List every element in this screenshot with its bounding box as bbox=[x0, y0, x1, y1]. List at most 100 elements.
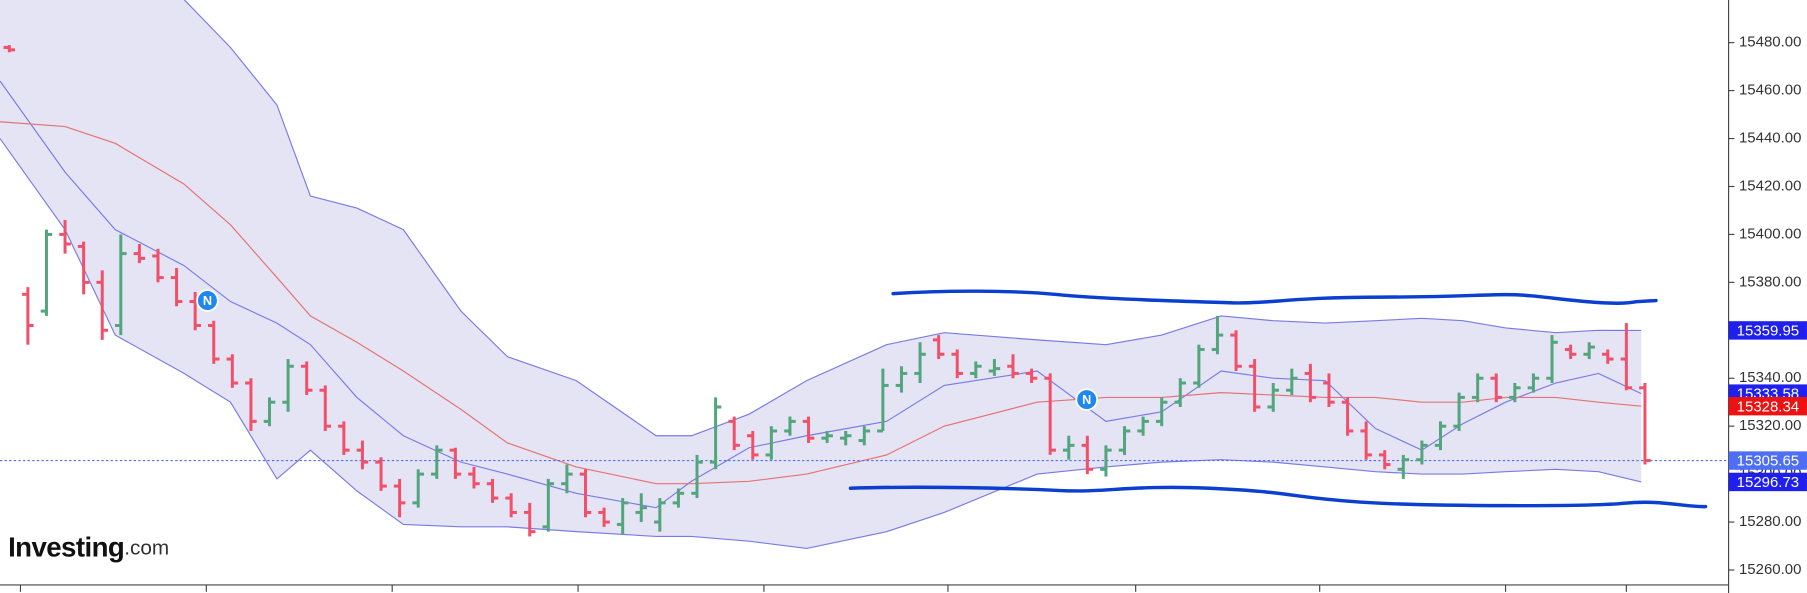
band-fill bbox=[0, 0, 1642, 549]
ohlc-bar bbox=[802, 416, 815, 443]
ohlc-bar bbox=[858, 426, 871, 446]
ohlc-bar bbox=[393, 478, 406, 518]
band-line bbox=[183, 0, 1642, 437]
ohlc-bar bbox=[1490, 373, 1503, 403]
ohlc-bar bbox=[40, 229, 53, 316]
y-tick-label: 15460.00 bbox=[1739, 82, 1801, 99]
ohlc-bar bbox=[1602, 349, 1614, 364]
ohlc-bar bbox=[1193, 344, 1205, 388]
price-label-box bbox=[1728, 451, 1807, 470]
ohlc-bar bbox=[654, 498, 666, 532]
ohlc-bar bbox=[207, 320, 220, 364]
ohlc-bar bbox=[133, 244, 146, 264]
ohlc-bar bbox=[747, 430, 759, 460]
y-tick-label: 15340.00 bbox=[1739, 369, 1801, 386]
ohlc-bar bbox=[59, 220, 71, 254]
ohlc-bar bbox=[598, 507, 610, 527]
ohlc-bar bbox=[449, 447, 462, 479]
ohlc-bar bbox=[170, 267, 183, 307]
ohlc-bar bbox=[1360, 421, 1372, 460]
ohlc-bar bbox=[96, 270, 108, 340]
axes: 15260.0015280.0015300.0015320.0015340.00… bbox=[19, 34, 1807, 592]
ohlc-bar bbox=[1155, 397, 1168, 427]
ohlc-bar bbox=[189, 291, 201, 331]
ohlc-bar bbox=[356, 440, 369, 470]
ohlc-bar bbox=[1564, 344, 1577, 360]
ohlc-bar bbox=[1583, 342, 1595, 360]
price-label: 15305.65 bbox=[1737, 453, 1799, 470]
ohlc-bar bbox=[375, 457, 387, 491]
y-tick-label: 15320.00 bbox=[1739, 417, 1801, 434]
ohlc-bar bbox=[932, 335, 945, 360]
ohlc-bar bbox=[1434, 421, 1447, 451]
ohlc-bar bbox=[115, 234, 127, 336]
band-line bbox=[0, 138, 1642, 549]
ohlc-bar bbox=[970, 361, 982, 379]
logo-suffix: .com bbox=[124, 537, 169, 560]
ohlc-bar bbox=[1230, 330, 1242, 372]
ohlc-bar bbox=[226, 354, 239, 388]
ohlc-bar bbox=[77, 241, 90, 295]
ohlc-bar bbox=[1620, 323, 1633, 391]
price-label-box bbox=[1728, 321, 1807, 340]
price-label-box bbox=[1728, 396, 1807, 416]
ohlc-bar bbox=[1211, 315, 1224, 355]
ohlc-bar bbox=[3, 45, 16, 53]
ohlc-bar bbox=[765, 426, 778, 460]
ohlc-bar bbox=[1341, 397, 1354, 436]
ohlc-bar bbox=[338, 421, 350, 455]
ohlc-bar bbox=[1137, 416, 1149, 436]
ohlc-bar bbox=[1397, 454, 1410, 479]
price-label: 15328.34 bbox=[1737, 398, 1799, 415]
ohlc-bar bbox=[1100, 445, 1112, 477]
ohlc-bar bbox=[895, 366, 908, 393]
ohlc-bar bbox=[431, 445, 443, 479]
ohlc-bar bbox=[616, 498, 629, 535]
ohlc-bar bbox=[300, 361, 313, 396]
ohlc-bar bbox=[1471, 373, 1484, 403]
ohlc-bar bbox=[672, 488, 685, 508]
ohlc-bar bbox=[1118, 426, 1131, 455]
ohlc-bar bbox=[22, 287, 34, 345]
ohlc-bar bbox=[1248, 359, 1261, 412]
y-tick-label: 15400.00 bbox=[1739, 225, 1801, 242]
ohlc-bar bbox=[635, 493, 648, 523]
y-tick-label: 15440.00 bbox=[1739, 129, 1801, 146]
ohlc-bar bbox=[821, 430, 833, 443]
band-line bbox=[0, 121, 1642, 485]
ohlc-bar bbox=[1509, 383, 1521, 403]
price-label: 15359.95 bbox=[1737, 323, 1799, 340]
ohlc-bar bbox=[951, 349, 963, 379]
y-tick-label: 15380.00 bbox=[1739, 273, 1801, 290]
price-label-box bbox=[1728, 472, 1807, 492]
ohlc-bar bbox=[1527, 373, 1540, 393]
ohlc-bar bbox=[561, 464, 573, 494]
ohlc-bar bbox=[1378, 450, 1391, 470]
y-tick-label: 15260.00 bbox=[1739, 561, 1801, 578]
ohlc-bar bbox=[319, 385, 332, 431]
ohlc-bar bbox=[1062, 435, 1075, 460]
ohlc-bar bbox=[1174, 378, 1187, 407]
ohlc-bar bbox=[542, 478, 555, 532]
ohlc-bar bbox=[579, 469, 592, 518]
ohlc-bar bbox=[1639, 383, 1651, 465]
ohlc-bar bbox=[709, 397, 722, 470]
plot-area bbox=[0, 0, 1729, 549]
ohlc-bar bbox=[282, 359, 294, 412]
ohlc-bar bbox=[1081, 435, 1094, 475]
news-marker[interactable]: N bbox=[196, 289, 219, 312]
ohlc-bar bbox=[1007, 354, 1019, 379]
ohlc-bar bbox=[523, 502, 536, 537]
ohlc-bar bbox=[1025, 368, 1038, 384]
channel-upper bbox=[891, 289, 1658, 305]
ohlc-bar bbox=[988, 359, 1001, 376]
ohlc-bar bbox=[914, 342, 926, 384]
news-label: N bbox=[1082, 393, 1091, 407]
news-marker[interactable]: N bbox=[1075, 388, 1098, 411]
y-tick-label: 15480.00 bbox=[1739, 34, 1801, 51]
ohlc-bar bbox=[1453, 392, 1465, 431]
ohlc-bar bbox=[505, 493, 517, 518]
ohlc-bar bbox=[486, 478, 499, 503]
